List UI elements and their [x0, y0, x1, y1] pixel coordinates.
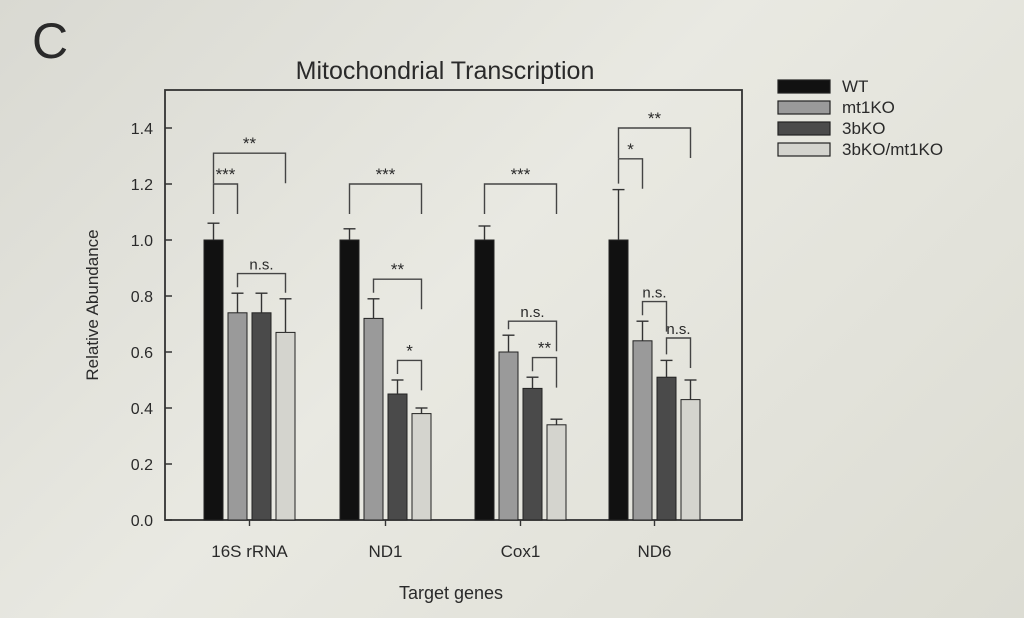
bar [680, 399, 701, 521]
y-tick-label: 1.4 [131, 121, 153, 138]
bar [546, 424, 567, 521]
legend-swatch [777, 121, 831, 136]
legend-label: 3bKO/mt1KO [842, 140, 943, 159]
legend-label: mt1KO [842, 98, 895, 117]
y-axis-label: Relative Abundance [83, 229, 102, 380]
significance-label: ** [243, 134, 257, 153]
significance-bracket [372, 278, 423, 310]
significance-bracket [665, 337, 692, 368]
significance-label: ** [538, 339, 552, 358]
significance-label: * [627, 140, 634, 159]
bar [522, 387, 543, 521]
significance-label: n.s. [642, 285, 666, 302]
bar [474, 239, 495, 521]
significance-label: n.s. [666, 321, 690, 338]
significance-label: *** [216, 165, 236, 184]
x-tick-label: Cox1 [501, 542, 541, 561]
x-tick-label: ND6 [637, 542, 671, 561]
legend-swatch [777, 142, 831, 157]
significance-label: n.s. [520, 304, 544, 321]
significance-label: ** [648, 109, 662, 128]
x-axis-label: Target genes [399, 583, 503, 603]
legend: WT mt1KO 3bKO 3bKO/mt1KO [777, 77, 943, 159]
bar [411, 413, 432, 521]
significance-bracket [617, 158, 644, 189]
significance-bracket [396, 359, 423, 391]
y-tick-label: 1.0 [131, 233, 153, 250]
significance-label: *** [376, 165, 396, 184]
significance-bracket [212, 152, 287, 184]
significance-bracket [483, 183, 558, 214]
legend-label: WT [842, 77, 868, 96]
bar [363, 317, 384, 521]
bar [387, 393, 408, 521]
bar [632, 340, 653, 521]
y-axis: 0.0 0.2 0.4 0.6 0.8 1.0 1.2 1.4 [131, 121, 172, 530]
significance-bracket [617, 127, 692, 158]
x-axis: 16S rRNA ND1 Cox1 ND6 [211, 520, 672, 561]
plot-frame [164, 89, 743, 521]
y-tick-label: 0.4 [131, 401, 153, 418]
significance-annotations: *****n.s.*********n.s.*****n.s.n.s. [212, 109, 692, 391]
bar [275, 331, 296, 521]
y-tick-label: 1.2 [131, 177, 153, 194]
x-tick-label: ND1 [368, 542, 402, 561]
y-tick-label: 0.6 [131, 345, 153, 362]
y-tick-label: 0.8 [131, 289, 153, 306]
bar [203, 239, 224, 521]
bar [227, 312, 248, 521]
significance-bracket [348, 183, 423, 214]
bar [608, 239, 629, 521]
y-tick-label: 0.0 [131, 513, 153, 530]
significance-bracket [507, 320, 558, 352]
significance-bracket [212, 183, 239, 214]
significance-bracket [531, 356, 558, 388]
y-tick-label: 0.2 [131, 457, 153, 474]
panel-label: C [32, 13, 68, 69]
chart-title: Mitochondrial Transcription [296, 57, 595, 85]
bar [251, 312, 272, 521]
bar [498, 351, 519, 521]
significance-label: ** [391, 260, 405, 279]
significance-label: * [406, 341, 413, 360]
significance-bracket [641, 300, 668, 332]
significance-bracket [236, 272, 287, 293]
legend-label: 3bKO [842, 119, 885, 138]
bar [656, 376, 677, 521]
significance-label: n.s. [249, 257, 273, 274]
legend-swatch [777, 100, 831, 115]
bar [339, 239, 360, 521]
bars [203, 188, 701, 521]
legend-swatch [777, 79, 831, 94]
x-tick-label: 16S rRNA [211, 542, 288, 561]
significance-label: *** [511, 165, 531, 184]
